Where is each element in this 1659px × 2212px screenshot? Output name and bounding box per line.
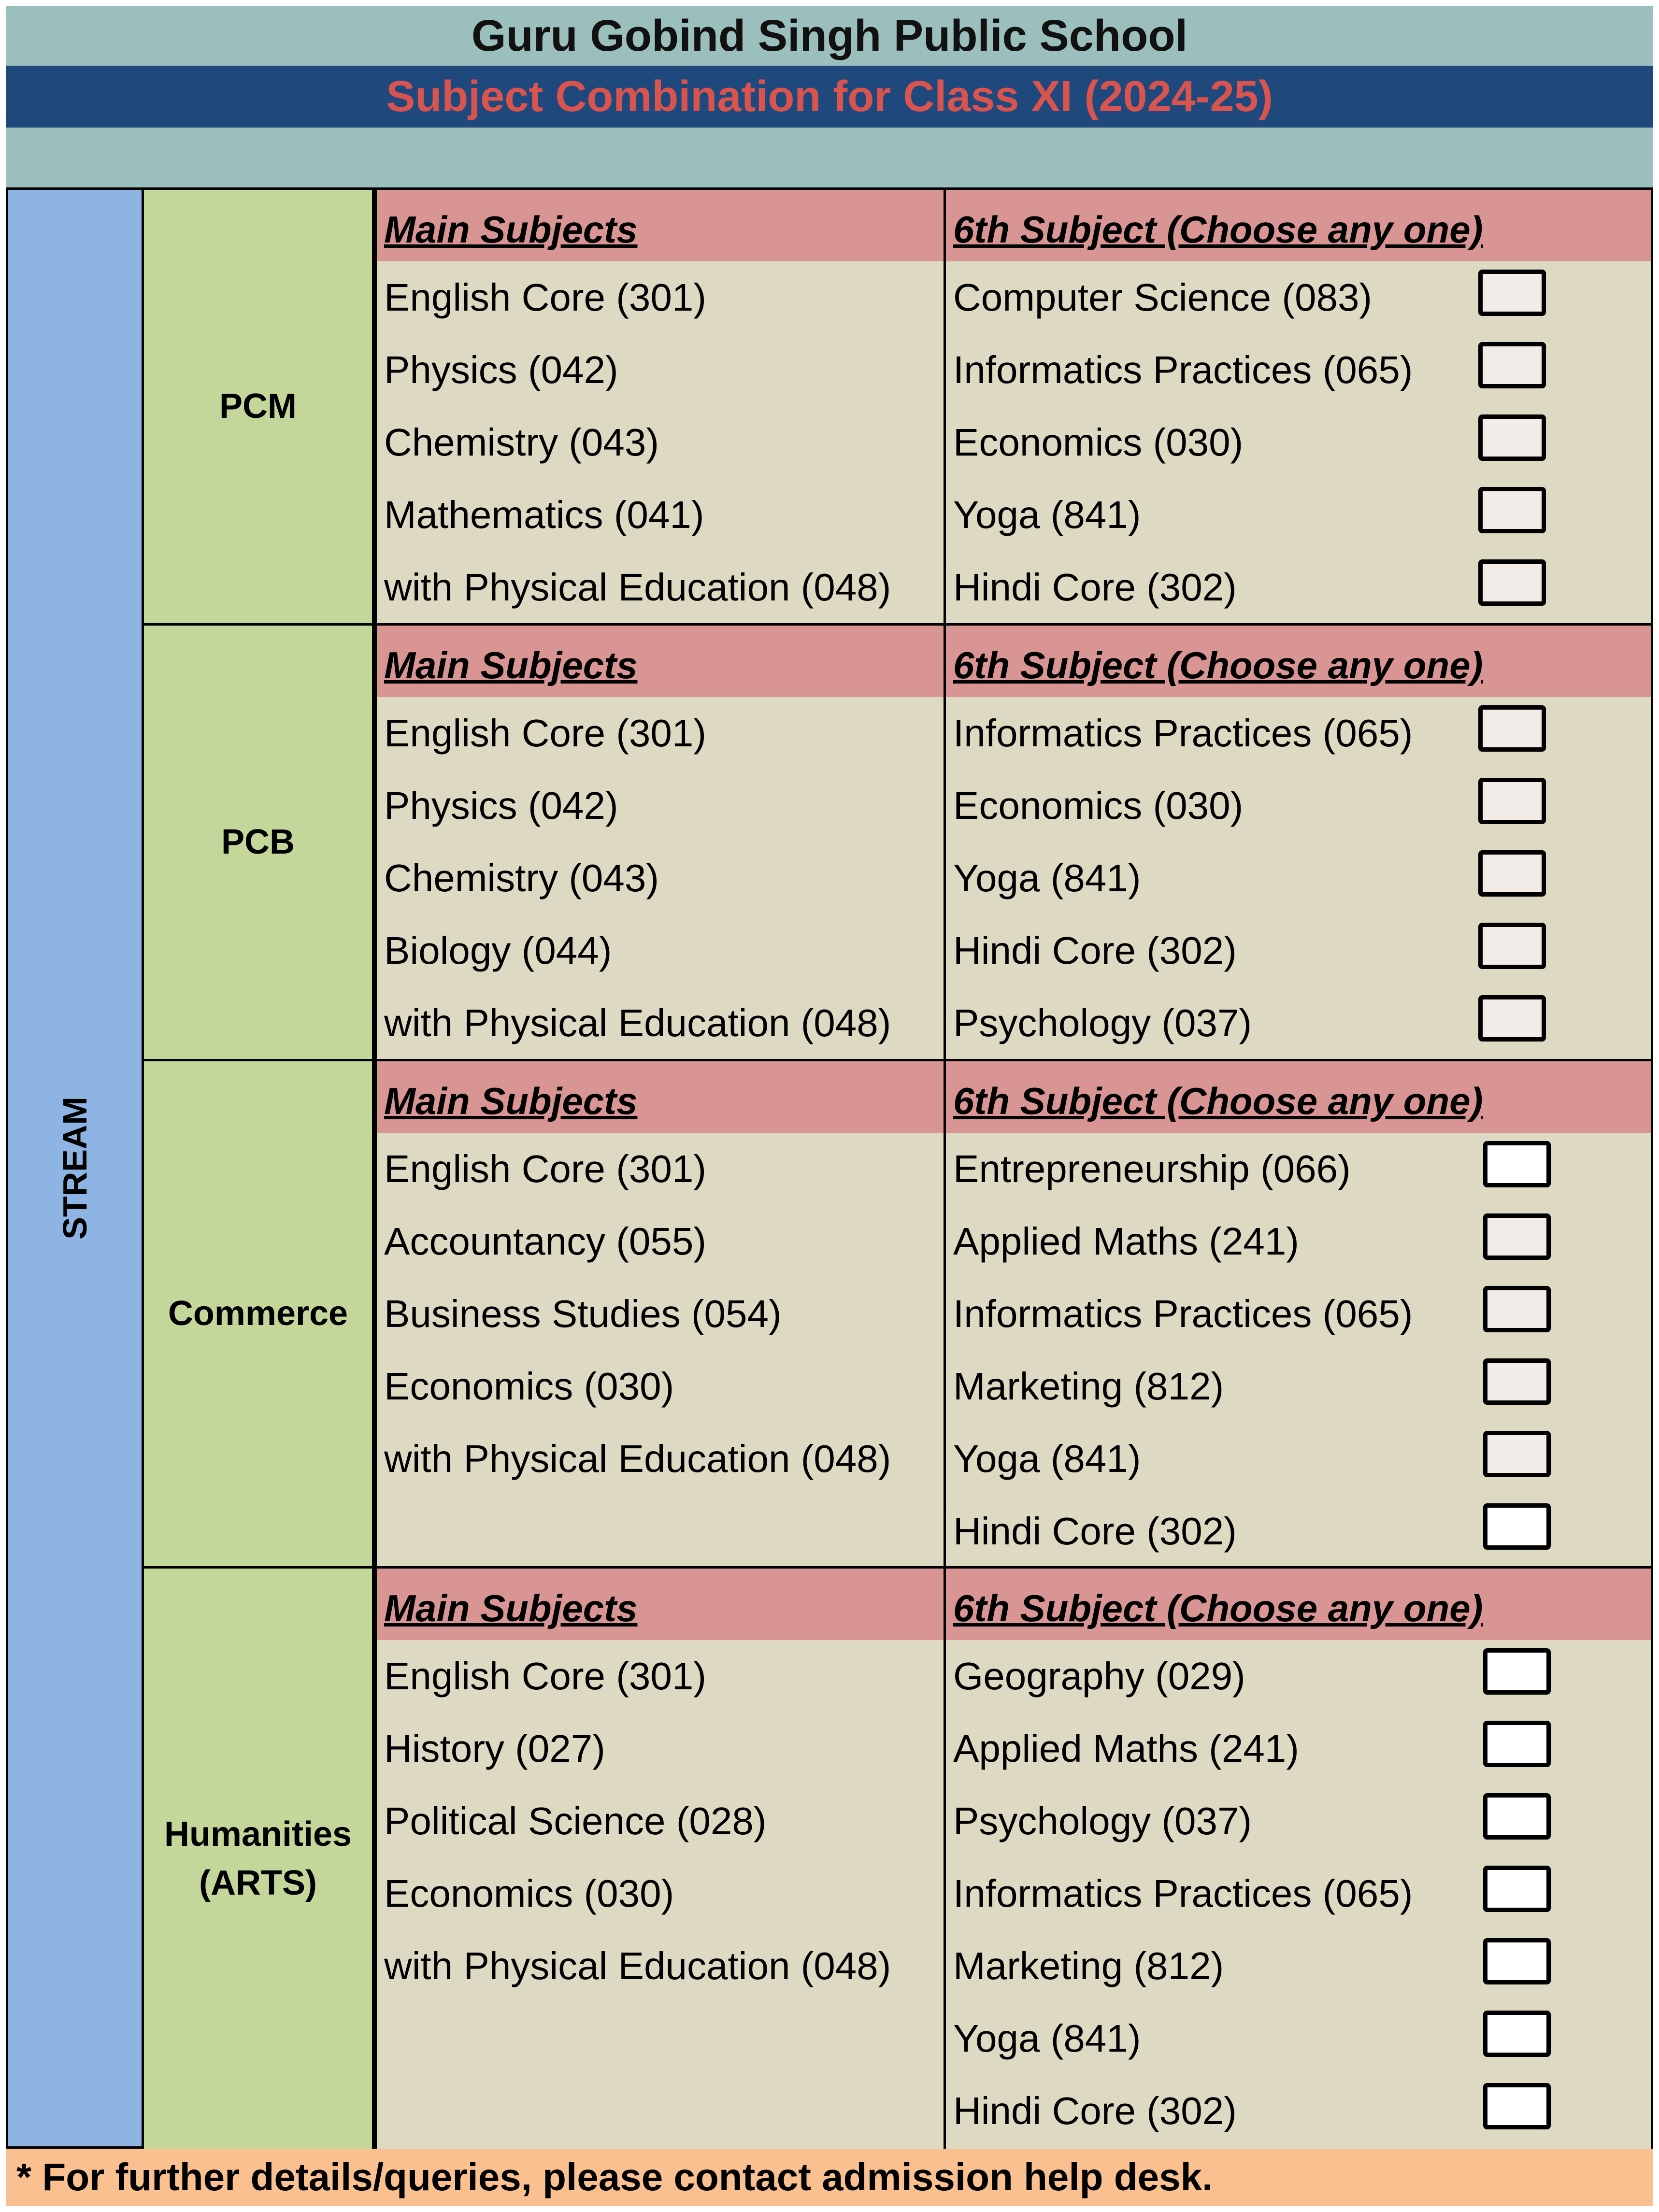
column-divider xyxy=(944,623,946,1061)
main-subjects-header: Main Subjects xyxy=(384,208,638,251)
elective-subject: Informatics Practices (065) xyxy=(953,1872,1413,1915)
elective-checkbox[interactable] xyxy=(1483,1721,1551,1767)
elective-checkbox[interactable] xyxy=(1483,2011,1551,2057)
main-subjects-header: Main Subjects xyxy=(384,644,638,686)
main-subjects-header: Main Subjects xyxy=(384,1587,638,1629)
main-subject: Accountancy (055) xyxy=(384,1220,707,1263)
elective-checkbox[interactable] xyxy=(1483,1648,1551,1695)
elective-subject: Computer Science (083) xyxy=(953,276,1373,319)
elective-subject: Hindi Core (302) xyxy=(953,1510,1237,1553)
subject-header-row xyxy=(377,626,1651,697)
elective-checkbox[interactable] xyxy=(1478,342,1546,388)
sixth-subject-header: 6th Subject (Choose any one) xyxy=(953,644,1483,686)
elective-subject: Psychology (037) xyxy=(953,1799,1252,1842)
elective-subject: Marketing (812) xyxy=(953,1365,1224,1408)
elective-checkbox[interactable] xyxy=(1478,414,1546,461)
sixth-subject-header: 6th Subject (Choose any one) xyxy=(953,1587,1483,1629)
elective-checkbox[interactable] xyxy=(1478,995,1546,1042)
elective-subject: Hindi Core (302) xyxy=(953,2089,1237,2132)
elective-checkbox[interactable] xyxy=(1483,1141,1551,1187)
elective-subject: Hindi Core (302) xyxy=(953,566,1237,609)
elective-checkbox[interactable] xyxy=(1483,1503,1551,1550)
elective-checkbox[interactable] xyxy=(1483,2083,1551,2129)
elective-subject: Hindi Core (302) xyxy=(953,929,1237,972)
elective-subject: Entrepreneurship (066) xyxy=(953,1147,1351,1190)
elective-subject: Geography (029) xyxy=(953,1655,1245,1698)
elective-subject: Informatics Practices (065) xyxy=(953,1292,1413,1335)
main-subject: Economics (030) xyxy=(384,1365,674,1408)
sixth-subject-header: 6th Subject (Choose any one) xyxy=(953,1080,1483,1122)
elective-subject: Psychology (037) xyxy=(953,1001,1252,1044)
stream-label-cell: STREAM xyxy=(6,187,144,2149)
main-subject: English Core (301) xyxy=(384,712,706,755)
column-divider xyxy=(944,187,946,626)
stream-name-pcb: PCB xyxy=(142,623,374,1061)
main-subject: English Core (301) xyxy=(384,276,706,319)
main-subject: with Physical Education (048) xyxy=(384,1437,891,1480)
elective-checkbox[interactable] xyxy=(1483,1793,1551,1840)
sixth-subject-header: 6th Subject (Choose any one) xyxy=(953,208,1483,251)
elective-checkbox[interactable] xyxy=(1478,487,1546,533)
elective-checkbox[interactable] xyxy=(1478,923,1546,969)
elective-subject: Yoga (841) xyxy=(953,856,1141,899)
main-subject: with Physical Education (048) xyxy=(384,566,891,609)
subject-header-row xyxy=(377,190,1651,261)
elective-subject: Informatics Practices (065) xyxy=(953,712,1413,755)
page-title: Subject Combination for Class XI (2024-2… xyxy=(6,66,1653,128)
elective-checkbox[interactable] xyxy=(1483,1213,1551,1260)
main-subject: Political Science (028) xyxy=(384,1799,767,1842)
column-divider xyxy=(944,1566,946,2151)
elective-checkbox[interactable] xyxy=(1483,1938,1551,1984)
subject-area xyxy=(374,1059,1653,1569)
elective-checkbox[interactable] xyxy=(1483,1358,1551,1405)
column-divider xyxy=(944,1059,946,1569)
main-subject: Economics (030) xyxy=(384,1872,674,1915)
elective-subject: Informatics Practices (065) xyxy=(953,348,1413,391)
elective-checkbox[interactable] xyxy=(1483,1286,1551,1332)
footer-note: * For further details/queries, please co… xyxy=(6,2149,1653,2206)
elective-checkbox[interactable] xyxy=(1478,705,1546,752)
main-subject: Mathematics (041) xyxy=(384,493,704,536)
elective-checkbox[interactable] xyxy=(1483,1431,1551,1477)
main-subject: Biology (044) xyxy=(384,929,612,972)
main-subject: Business Studies (054) xyxy=(384,1292,782,1335)
elective-subject: Yoga (841) xyxy=(953,493,1141,536)
subject-header-row xyxy=(377,1061,1651,1133)
elective-subject: Marketing (812) xyxy=(953,1944,1224,1987)
subject-area xyxy=(374,1566,1653,2151)
school-name: Guru Gobind Singh Public School xyxy=(6,6,1653,66)
main-subject: English Core (301) xyxy=(384,1655,706,1698)
main-subject: Physics (042) xyxy=(384,784,618,827)
main-subject: with Physical Education (048) xyxy=(384,1944,891,1987)
elective-checkbox[interactable] xyxy=(1478,559,1546,606)
elective-subject: Economics (030) xyxy=(953,421,1244,464)
subject-header-row xyxy=(377,1569,1651,1640)
stream-name-commerce: Commerce xyxy=(142,1059,374,1569)
main-subject: Chemistry (043) xyxy=(384,856,659,899)
stream-name-pcm: PCM xyxy=(142,187,374,626)
elective-checkbox[interactable] xyxy=(1478,270,1546,316)
elective-subject: Yoga (841) xyxy=(953,1437,1141,1480)
main-subjects-header: Main Subjects xyxy=(384,1080,638,1122)
header-spacer xyxy=(6,128,1653,187)
elective-subject: Applied Maths (241) xyxy=(953,1727,1299,1770)
stream-label: STREAM xyxy=(56,1097,94,1240)
main-subject: History (027) xyxy=(384,1727,605,1770)
elective-subject: Yoga (841) xyxy=(953,2017,1141,2060)
elective-checkbox[interactable] xyxy=(1478,778,1546,824)
elective-checkbox[interactable] xyxy=(1483,1866,1551,1912)
stream-column xyxy=(6,187,144,2149)
stream-name-humanities: Humanities (ARTS) xyxy=(142,1566,374,2151)
main-subject: with Physical Education (048) xyxy=(384,1001,891,1044)
elective-subject: Applied Maths (241) xyxy=(953,1220,1299,1263)
elective-checkbox[interactable] xyxy=(1478,850,1546,897)
elective-subject: Economics (030) xyxy=(953,784,1244,827)
main-subject: Chemistry (043) xyxy=(384,421,659,464)
main-subject: English Core (301) xyxy=(384,1147,706,1190)
main-subject: Physics (042) xyxy=(384,348,618,391)
